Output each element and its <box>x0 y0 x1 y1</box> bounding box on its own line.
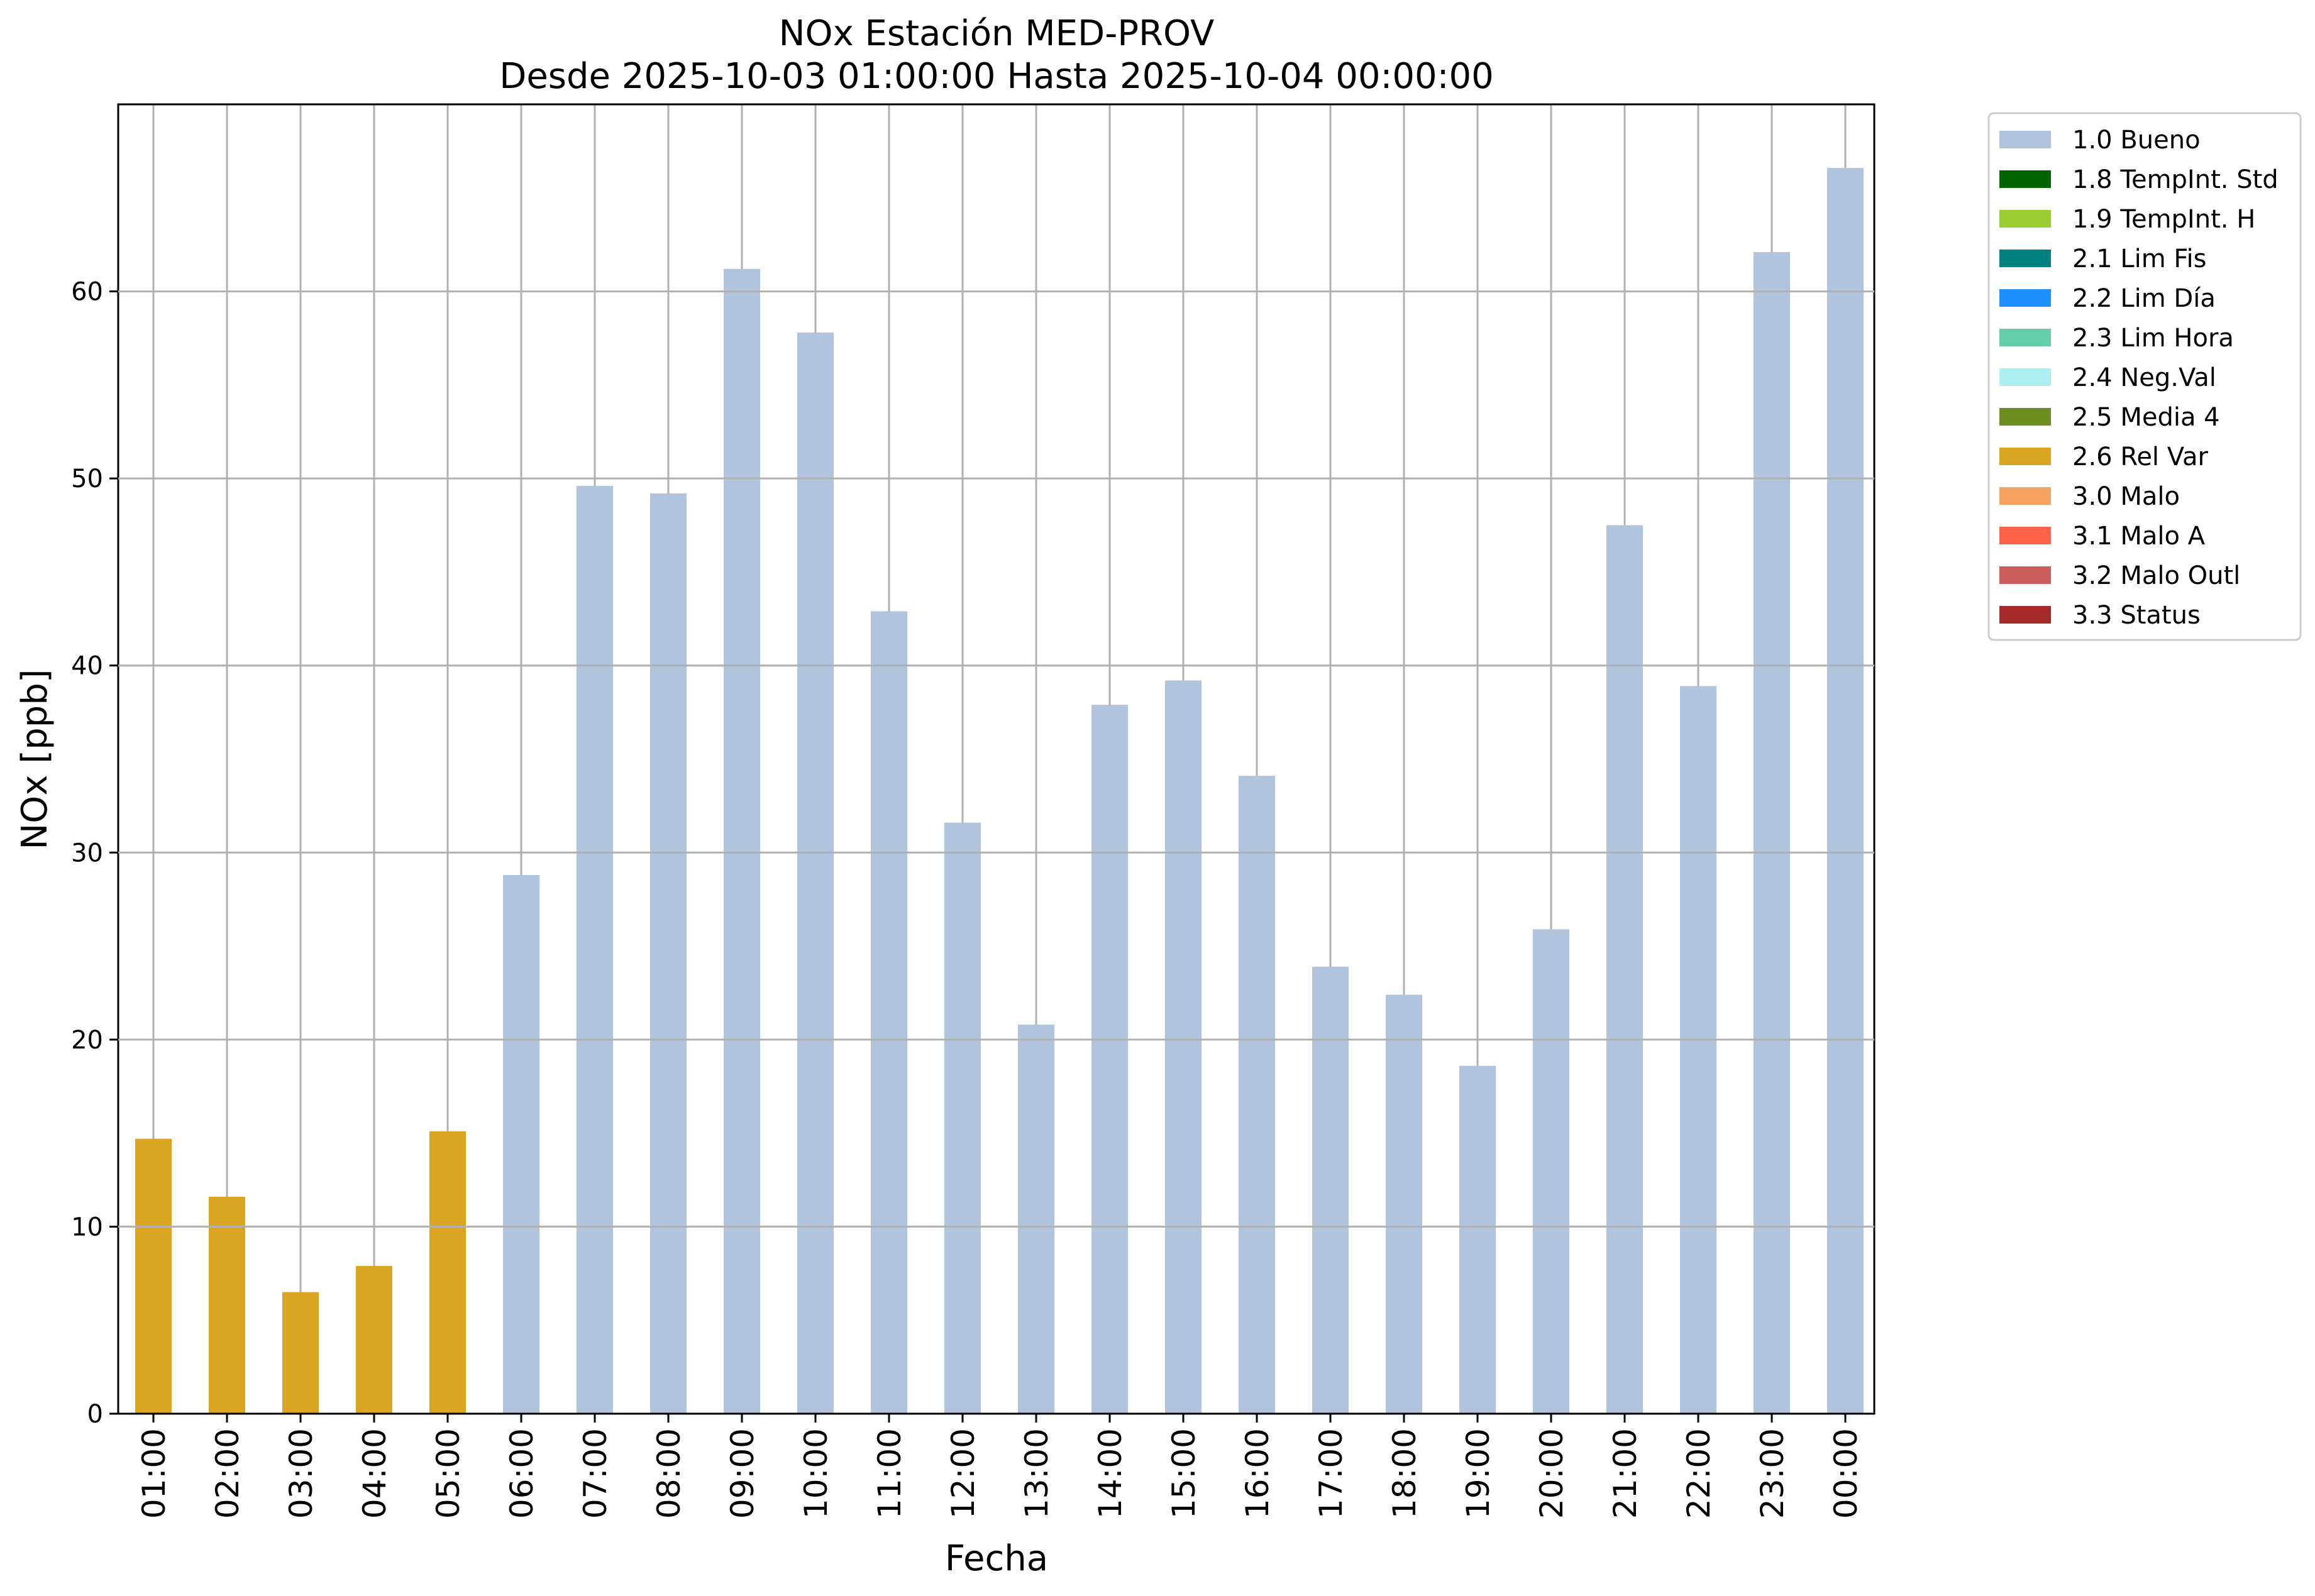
x-tick-label: 18:00 <box>1386 1428 1423 1519</box>
bar <box>1091 705 1128 1414</box>
bar <box>650 493 687 1414</box>
bar <box>1018 1025 1054 1414</box>
x-tick-label: 10:00 <box>798 1428 834 1519</box>
legend: 1.0 Bueno 1.8 TempInt. Std 1.9 TempInt. H 2… <box>1987 112 2302 641</box>
legend-swatch <box>1999 527 2051 544</box>
legend-swatch <box>1999 487 2051 505</box>
legend-label: 2.1 Lim Fis <box>2072 245 2206 273</box>
x-tick-label: 09:00 <box>724 1428 761 1519</box>
legend-swatch <box>1999 329 2051 346</box>
bar <box>1239 776 1275 1414</box>
x-tick-label: 20:00 <box>1533 1428 1570 1519</box>
x-tick-label: 06:00 <box>504 1428 540 1519</box>
bar <box>429 1131 466 1414</box>
legend-swatch <box>1999 250 2051 267</box>
x-tick-label: 01:00 <box>136 1428 172 1519</box>
legend-label: 2.3 Lim Hora <box>2072 324 2234 353</box>
bar <box>944 822 981 1414</box>
legend-label: 3.3 Status <box>2072 601 2201 630</box>
bar <box>1680 686 1716 1414</box>
chart-title: NOx Estación MED-PROV <box>779 13 1215 54</box>
x-tick-label: 23:00 <box>1754 1428 1791 1519</box>
x-tick-label: 14:00 <box>1092 1428 1129 1519</box>
legend-label: 2.4 Neg.Val <box>2072 363 2216 392</box>
y-tick-label: 10 <box>71 1213 103 1241</box>
x-tick-label: 21:00 <box>1607 1428 1644 1519</box>
bar <box>209 1196 245 1414</box>
bar <box>577 486 613 1414</box>
bar <box>871 611 907 1414</box>
legend-label: 3.1 Malo A <box>2072 522 2206 551</box>
bar <box>1459 1065 1496 1414</box>
bar <box>282 1292 319 1414</box>
x-tick-label: 11:00 <box>871 1428 908 1519</box>
legend-label: 1.0 Bueno <box>2072 126 2201 155</box>
legend-swatch <box>1999 368 2051 386</box>
x-tick-label: 16:00 <box>1239 1428 1276 1519</box>
bar <box>1827 168 1864 1414</box>
y-tick-label: 40 <box>71 652 103 681</box>
bar <box>356 1265 392 1414</box>
y-tick-label: 20 <box>71 1026 103 1055</box>
legend-label: 2.5 Media 4 <box>2072 403 2220 432</box>
y-axis-label: NOx [ppb] <box>14 669 55 849</box>
x-tick-label: 04:00 <box>356 1428 393 1519</box>
x-axis-label: Fecha <box>945 1538 1048 1579</box>
bar <box>1312 966 1349 1414</box>
legend-swatch <box>1999 448 2051 465</box>
y-tick-label: 0 <box>87 1400 103 1429</box>
legend-label: 1.9 TempInt. H <box>2072 205 2255 234</box>
bars <box>135 168 1864 1414</box>
plot-frame <box>117 103 1876 1415</box>
chart-subtitle: Desde 2025-10-03 01:00:00 Hasta 2025-10-… <box>499 56 1494 97</box>
legend-swatch <box>1999 606 2051 624</box>
x-tick-label: 17:00 <box>1313 1428 1349 1519</box>
bar <box>135 1138 172 1414</box>
bar <box>724 268 760 1414</box>
legend-label: 2.6 Rel Var <box>2072 443 2209 471</box>
x-tick-label: 13:00 <box>1019 1428 1055 1519</box>
legend-swatch <box>1999 566 2051 584</box>
legend-label: 3.2 Malo Outl <box>2072 561 2240 590</box>
legend-box <box>1987 112 2302 641</box>
x-tick-label: 19:00 <box>1460 1428 1496 1519</box>
y-tick-label: 60 <box>71 278 103 307</box>
legend-label: 2.2 Lim Día <box>2072 284 2216 313</box>
y-tick-label: 50 <box>71 465 103 493</box>
x-tick-label: 07:00 <box>577 1428 614 1519</box>
legend-label: 3.0 Malo <box>2072 482 2180 511</box>
legend-swatch <box>1999 408 2051 426</box>
bar <box>797 333 834 1414</box>
y-axis-ticks: 0 10 20 30 40 50 60 <box>71 278 118 1429</box>
legend-swatch <box>1999 210 2051 228</box>
legend-label: 1.8 TempInt. Std <box>2072 165 2279 194</box>
x-tick-label: 00:00 <box>1828 1428 1864 1519</box>
bar <box>1533 929 1569 1414</box>
x-axis-ticks: 01:00 02:00 03:00 04:00 05:00 06:00 07:00 08:00… <box>136 1414 1864 1519</box>
legend-swatch <box>1999 131 2051 148</box>
bar <box>1386 994 1422 1414</box>
bar <box>503 874 539 1414</box>
x-tick-label: 22:00 <box>1681 1428 1717 1519</box>
x-tick-label: 12:00 <box>945 1428 981 1519</box>
x-tick-label: 15:00 <box>1166 1428 1202 1519</box>
x-tick-label: 05:00 <box>430 1428 467 1519</box>
bar <box>1606 525 1643 1414</box>
legend-swatch <box>1999 170 2051 188</box>
x-tick-label: 08:00 <box>651 1428 687 1519</box>
bar <box>1754 252 1790 1414</box>
y-tick-label: 30 <box>71 839 103 867</box>
bar <box>1165 680 1202 1414</box>
legend-swatch <box>1999 289 2051 307</box>
x-tick-label: 02:00 <box>209 1428 246 1519</box>
x-tick-label: 03:00 <box>283 1428 319 1519</box>
